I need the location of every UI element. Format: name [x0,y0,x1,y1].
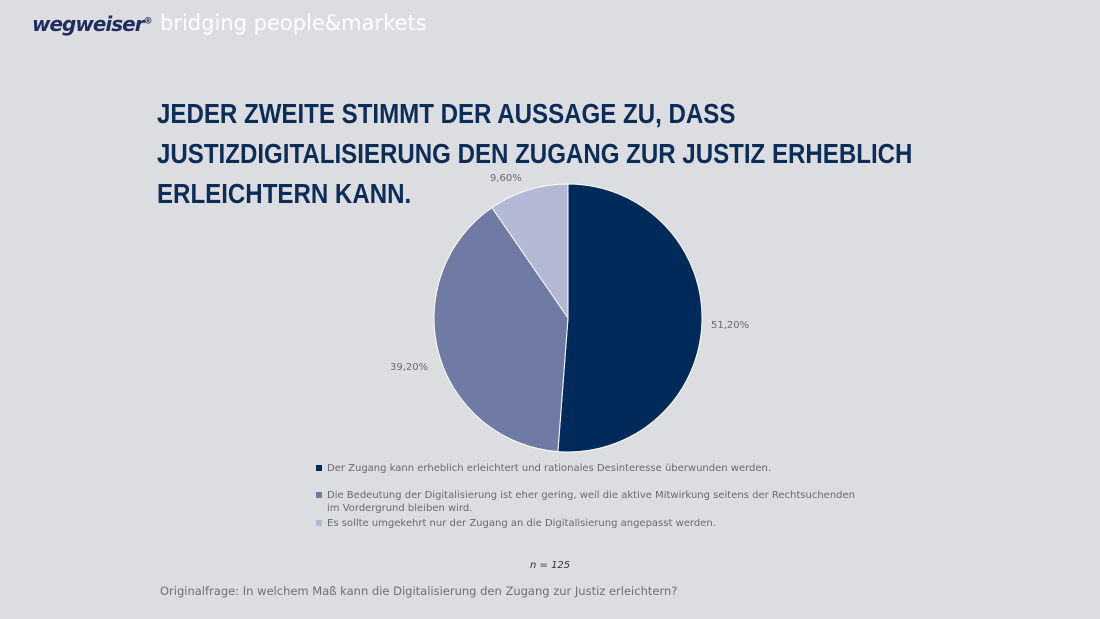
pie-slice [557,183,703,453]
original-question: Originalfrage: In welchem Maß kann die D… [160,584,678,598]
legend-item: Es sollte umgekehrt nur der Zugang an di… [316,517,876,530]
data-label: 51,20% [711,320,749,331]
data-label: 9,60% [490,173,522,184]
legend-swatch [316,492,322,498]
legend-label: Die Bedeutung der Digitalisierung ist eh… [327,490,856,514]
wegweiser-logo: wegweiser® [32,12,153,36]
sample-size: n = 125 [530,560,571,571]
page-title: JEDER ZWEITE STIMMT DER AUSSAGE ZU, DASS… [157,98,913,209]
data-label: 39,20% [390,362,428,373]
legend-swatch [316,465,322,471]
pie-slice [491,183,569,320]
logo-text: wegweiser [32,12,145,36]
legend-swatch [316,520,322,526]
legend-item: Der Zugang kann erheblich erleichtert un… [316,462,876,475]
legend-item: Die Bedeutung der Digitalisierung ist eh… [316,489,857,515]
legend-label: Es sollte umgekehrt nur der Zugang an di… [327,518,716,529]
legend-label: Der Zugang kann erheblich erleichtert un… [327,463,772,474]
tagline: bridging people&markets [160,11,427,35]
legend: Der Zugang kann erheblich erleichtert un… [316,462,876,530]
pie-slice [433,206,569,453]
